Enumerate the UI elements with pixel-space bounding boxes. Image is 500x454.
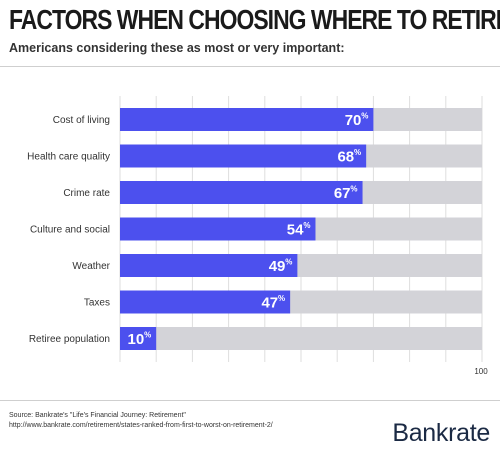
value-label: 47 <box>261 295 278 312</box>
value-percent-sign: % <box>144 331 151 340</box>
bar <box>120 327 157 350</box>
bar <box>120 108 374 131</box>
bar <box>120 144 367 168</box>
bar <box>120 254 298 277</box>
category-label: Weather <box>72 261 110 272</box>
value-label: 10 <box>128 331 145 348</box>
brand-logo: Bankrate <box>392 419 490 447</box>
bar <box>120 181 363 204</box>
bar <box>120 290 291 314</box>
bar <box>120 217 316 241</box>
value-percent-sign: % <box>285 258 292 267</box>
category-label: Health care quality <box>27 152 110 163</box>
source-text: Source: Bankrate's "Life's Financial Jou… <box>9 412 186 419</box>
x-tick-label: 100 <box>474 367 488 376</box>
bottom-divider <box>0 400 500 401</box>
category-label: Culture and social <box>30 225 110 236</box>
value-percent-sign: % <box>278 294 285 303</box>
value-label: 54 <box>287 222 304 239</box>
chart-subtitle: Americans considering these as most or v… <box>9 41 345 55</box>
source-note: Source: Bankrate's "Life's Financial Jou… <box>9 411 273 431</box>
category-label: Taxes <box>84 298 110 309</box>
value-percent-sign: % <box>303 221 310 230</box>
chart-title: FACTORS WHEN CHOOSING WHERE TO RETIRE <box>9 4 500 35</box>
value-label: 68 <box>337 149 354 166</box>
source-url[interactable]: http://www.bankrate.com/retirement/state… <box>9 422 273 429</box>
category-label: Retiree population <box>29 334 110 345</box>
top-divider <box>0 66 500 67</box>
value-label: 67 <box>334 185 351 202</box>
value-percent-sign: % <box>354 148 361 157</box>
category-label: Crime rate <box>63 188 110 199</box>
value-label: 49 <box>269 258 286 275</box>
value-percent-sign: % <box>361 112 368 121</box>
value-percent-sign: % <box>350 185 357 194</box>
bar-track <box>120 327 482 350</box>
value-label: 70 <box>345 112 362 129</box>
category-label: Cost of living <box>53 115 110 126</box>
